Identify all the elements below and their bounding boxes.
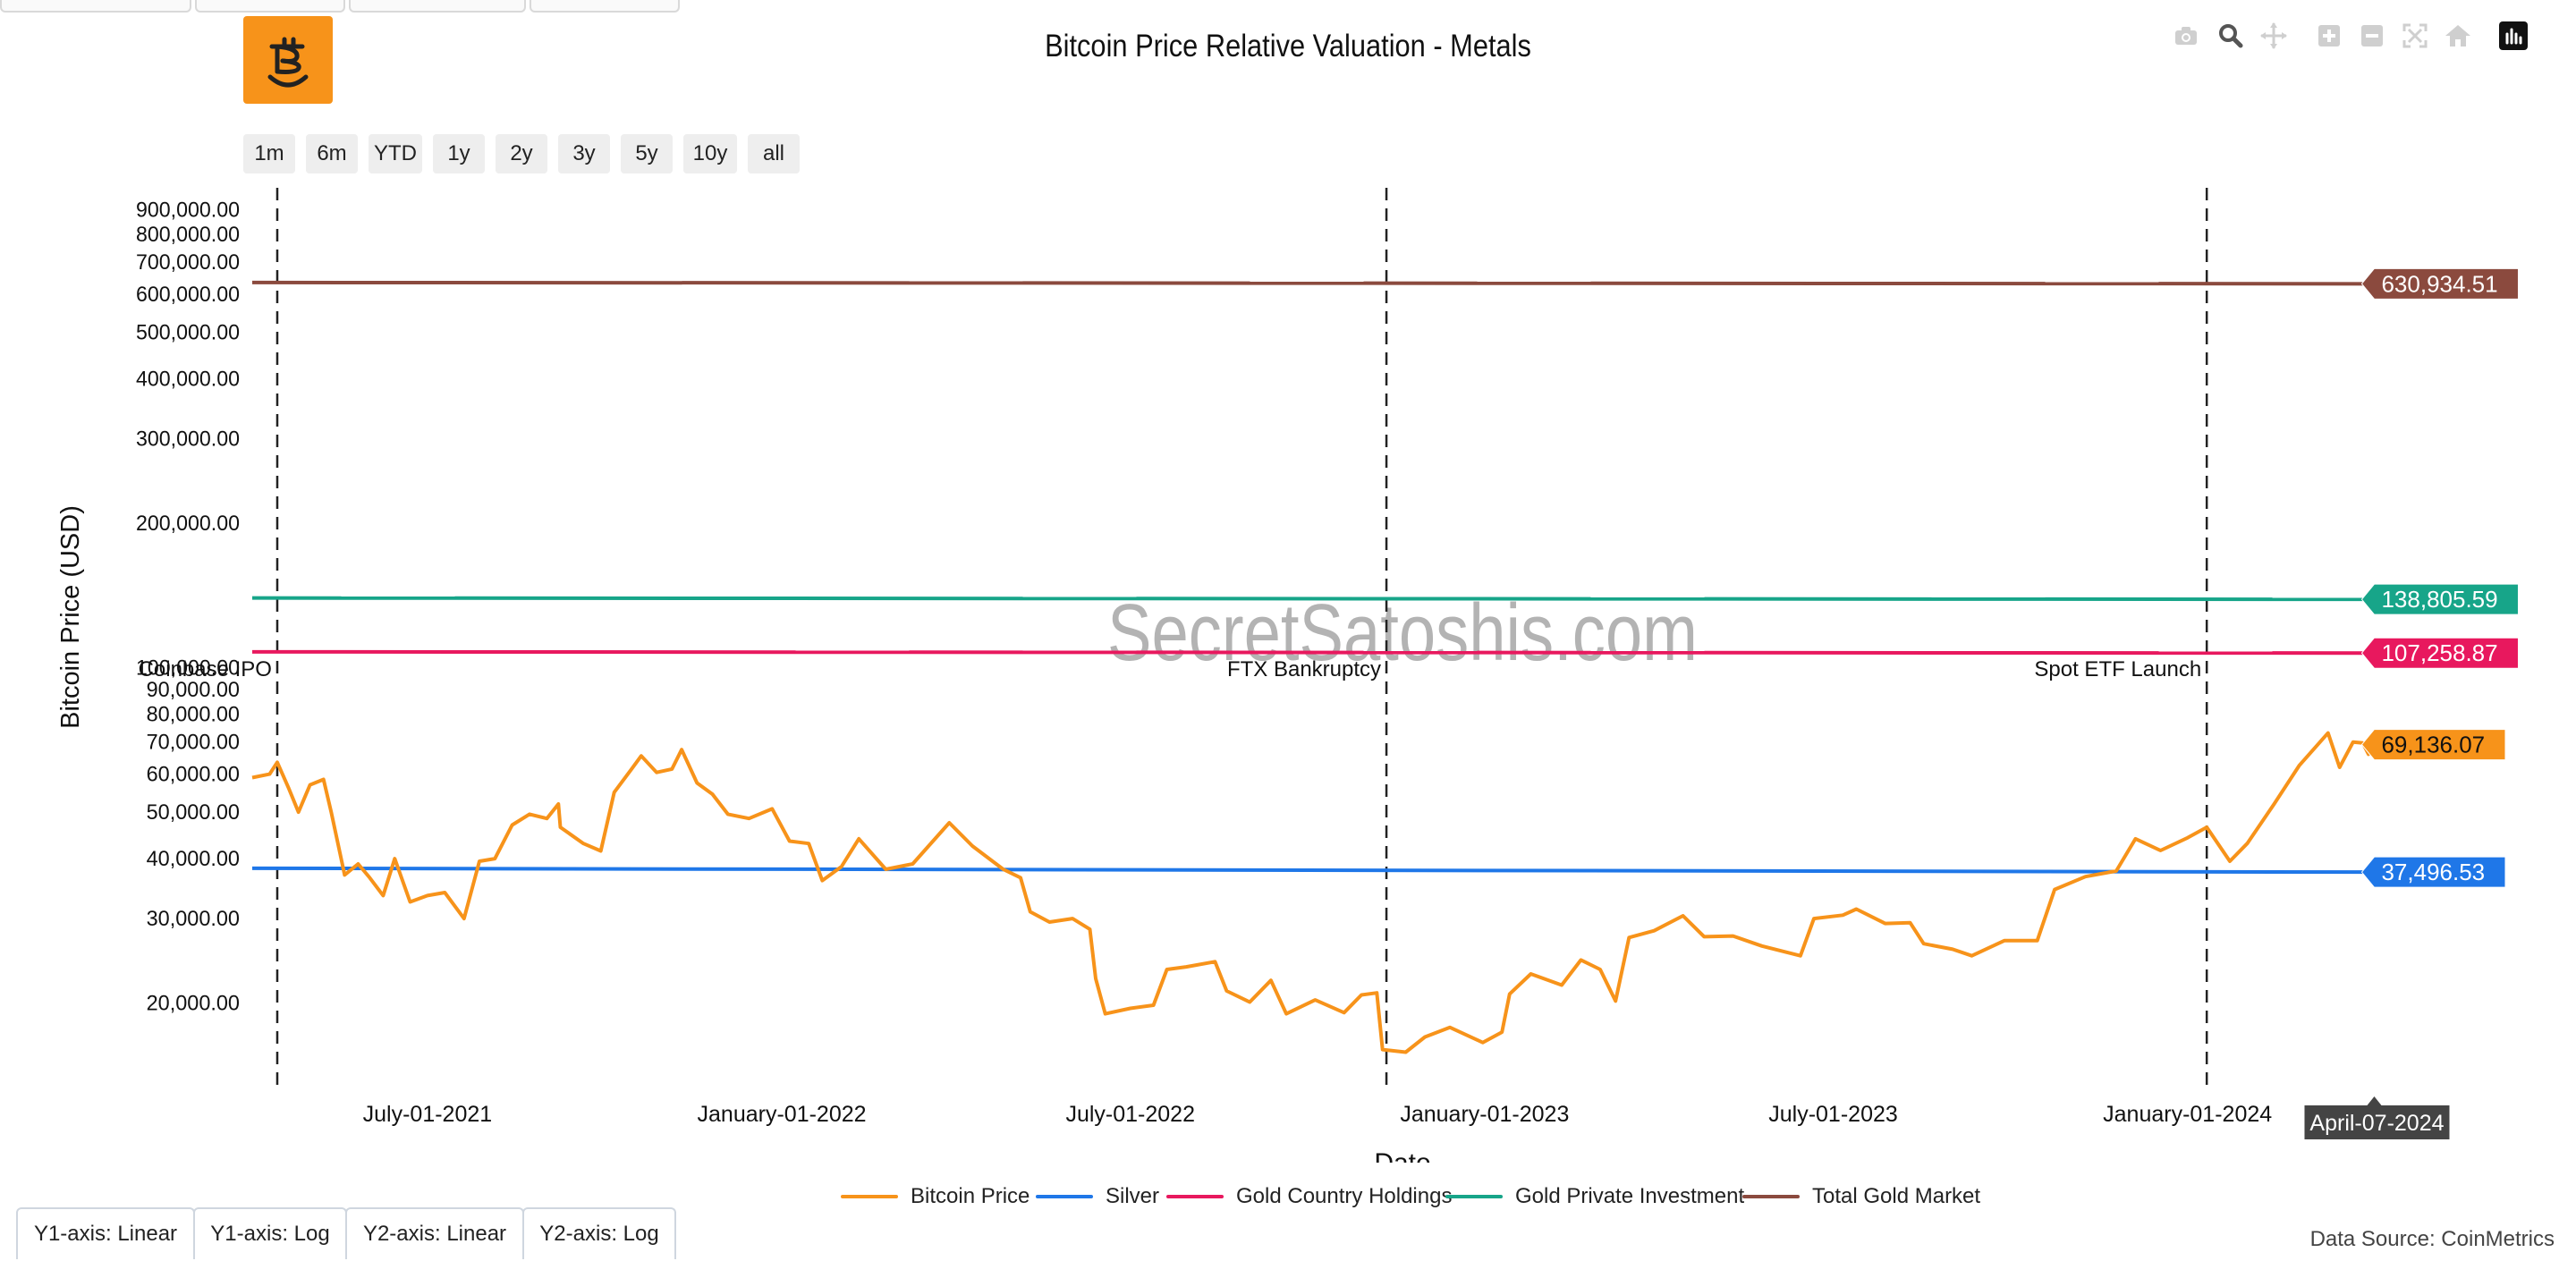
- bitcoin-logo: [243, 16, 333, 104]
- legend-label: Gold Country Holdings: [1236, 1184, 1453, 1208]
- y2-linear-button[interactable]: Y2-axis: Linear: [345, 1207, 524, 1259]
- bitcoin-price-line: [251, 731, 2377, 1054]
- legend-item-gold-country-holdings[interactable]: Gold Country Holdings: [1166, 1181, 1452, 1213]
- y-tick-label: 800,000.00: [136, 223, 240, 247]
- y-tick-label: 600,000.00: [136, 283, 240, 307]
- series-line: [251, 649, 2375, 656]
- y-axis-title: Bitcoin Price (USD): [56, 505, 85, 729]
- y-tick-label: 60,000.00: [147, 763, 240, 787]
- y-tick-label: 300,000.00: [136, 427, 240, 452]
- legend-swatch: [1445, 1195, 1503, 1198]
- range-6m-button[interactable]: 6m: [306, 134, 358, 173]
- event-label: Coinbase IPO: [139, 657, 272, 681]
- range-1m-button[interactable]: 1m: [243, 134, 295, 173]
- hover-date-label: April-07-2024: [2304, 1096, 2450, 1139]
- end-value-box: [2360, 267, 2519, 300]
- legend-swatch: [1166, 1195, 1224, 1198]
- legend-label: Bitcoin Price: [911, 1184, 1030, 1208]
- range-1y-button[interactable]: 1y: [433, 134, 485, 173]
- x-tick-label: July-01-2021: [363, 1102, 493, 1127]
- event-label: FTX Bankruptcy: [1227, 657, 1381, 681]
- hover-date-text: April-07-2024: [2309, 1111, 2444, 1136]
- legend-item-total-gold-market[interactable]: Total Gold Market: [1742, 1181, 1980, 1213]
- series-line: [251, 280, 2375, 286]
- event-label: Spot ETF Launch: [2034, 657, 2201, 681]
- end-value-text: 37,496.53: [2381, 859, 2485, 885]
- end-value-box: [2360, 583, 2519, 615]
- legend-label: Silver: [1106, 1184, 1160, 1208]
- end-value-label: 37,496.53: [2360, 856, 2506, 888]
- pan-icon[interactable]: [2258, 20, 2290, 52]
- range-5y-button[interactable]: 5y: [621, 134, 673, 173]
- x-tick-label: January-01-2022: [698, 1102, 867, 1127]
- legend-swatch: [1742, 1195, 1800, 1198]
- x-axis-title: Date: [1374, 1148, 1430, 1163]
- end-value-text: 630,934.51: [2381, 270, 2497, 297]
- y1-log-button[interactable]: Y1-axis: Log: [193, 1207, 347, 1259]
- legend-item-silver[interactable]: Silver: [1036, 1181, 1161, 1213]
- end-value-label: 630,934.51: [2360, 267, 2519, 300]
- end-value-box: [2360, 729, 2506, 761]
- y-tick-label: 400,000.00: [136, 368, 240, 392]
- end-value-text: 69,136.07: [2381, 732, 2485, 758]
- zoom-icon[interactable]: [2215, 20, 2247, 52]
- y-tick-label: 700,000.00: [136, 250, 240, 275]
- y-tick-label: 200,000.00: [136, 512, 240, 536]
- y-tick-label: 40,000.00: [147, 847, 240, 871]
- y2-log-button[interactable]: Y2-axis: Log: [522, 1207, 676, 1259]
- end-value-label: 107,258.87: [2360, 637, 2519, 669]
- y-tick-label: 70,000.00: [147, 731, 240, 755]
- y-tick-label: 90,000.00: [147, 678, 240, 702]
- zoom-out-icon[interactable]: [2356, 20, 2388, 52]
- range-ytd-button[interactable]: YTD: [369, 134, 422, 173]
- y-tick-label: 20,000.00: [147, 992, 240, 1016]
- y-tick-label: 80,000.00: [147, 703, 240, 727]
- range-all-button[interactable]: all: [748, 134, 800, 173]
- legend-label: Gold Private Investment: [1515, 1184, 1745, 1208]
- chart-title: Bitcoin Price Relative Valuation - Metal…: [1045, 29, 1531, 63]
- x-tick-label: July-01-2023: [1768, 1102, 1898, 1127]
- range-2y-button[interactable]: 2y: [496, 134, 547, 173]
- autoscale-icon[interactable]: [2399, 20, 2431, 52]
- legend-item-bitcoin-price[interactable]: Bitcoin Price: [841, 1181, 1030, 1213]
- plotly-logo-icon[interactable]: [2497, 20, 2529, 52]
- end-value-box: [2360, 637, 2519, 669]
- series-line: [251, 596, 2375, 602]
- end-value-label: 138,805.59: [2360, 583, 2519, 615]
- end-value-label: 69,136.07: [2360, 729, 2506, 761]
- y-tick-label: 50,000.00: [147, 800, 240, 825]
- end-value-text: 107,258.87: [2381, 639, 2497, 666]
- y-tick-label: 100,000.00: [136, 656, 240, 681]
- watermark: SecretSatoshis.com: [1107, 588, 1698, 678]
- home-icon[interactable]: [2442, 20, 2474, 52]
- x-tick-label: January-01-2023: [1400, 1102, 1569, 1127]
- x-tick-label: January-01-2024: [2103, 1102, 2272, 1127]
- data-source-note: Data Source: CoinMetrics: [2309, 1227, 2555, 1251]
- legend-swatch: [1036, 1195, 1093, 1198]
- x-tick-label: July-01-2022: [1065, 1102, 1195, 1127]
- y-tick-label: 500,000.00: [136, 321, 240, 345]
- zoom-in-icon[interactable]: [2313, 20, 2345, 52]
- bitcoin-smile-icon: [267, 37, 309, 88]
- series-line: [251, 866, 2375, 875]
- legend-swatch: [841, 1195, 898, 1198]
- y-tick-label: 30,000.00: [147, 907, 240, 931]
- end-value-box: [2360, 856, 2506, 888]
- legend-label: Total Gold Market: [1812, 1184, 1981, 1208]
- y-tick-label: 900,000.00: [136, 199, 240, 223]
- legend-item-gold-private-investment[interactable]: Gold Private Investment: [1445, 1181, 1744, 1213]
- range-10y-button[interactable]: 10y: [683, 134, 737, 173]
- hover-date-box: [2304, 1096, 2450, 1139]
- price-chart[interactable]: SecretSatoshis.com Coinbase IPO FTX Bankr…: [0, 0, 2576, 1163]
- end-value-text: 138,805.59: [2381, 586, 2497, 613]
- y1-linear-button[interactable]: Y1-axis: Linear: [16, 1207, 195, 1259]
- camera-icon[interactable]: [2170, 20, 2202, 52]
- range-3y-button[interactable]: 3y: [558, 134, 610, 173]
